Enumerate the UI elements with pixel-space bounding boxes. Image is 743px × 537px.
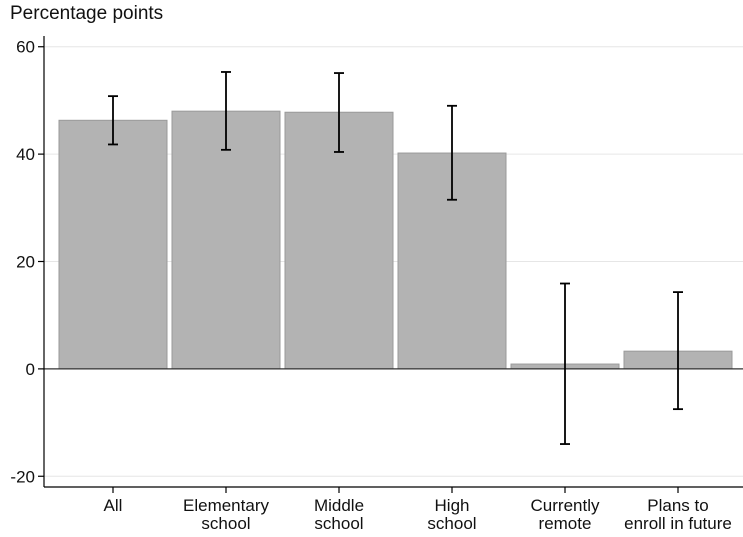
x-tick-label-line: school bbox=[314, 514, 363, 533]
bar bbox=[58, 119, 168, 370]
x-tick-label: Elementary school bbox=[183, 496, 269, 533]
y-tick-label: 0 bbox=[26, 360, 35, 379]
y-tick-label: 20 bbox=[16, 253, 35, 272]
x-tick-label: All bbox=[104, 496, 123, 515]
x-tick-label-line: school bbox=[427, 514, 476, 533]
x-tick-label: Currently remote bbox=[531, 496, 600, 533]
bar bbox=[171, 110, 281, 370]
x-tick-label-line: Middle bbox=[314, 496, 364, 515]
error-bars bbox=[108, 71, 683, 445]
bars bbox=[58, 110, 733, 370]
y-tick-label: -20 bbox=[10, 467, 35, 486]
y-tick-label: 40 bbox=[16, 145, 35, 164]
x-tick-label-line: All bbox=[104, 496, 123, 515]
x-tick-label-line: school bbox=[201, 514, 250, 533]
x-tick-label-line: enroll in future bbox=[624, 514, 732, 533]
y-tick-label: 60 bbox=[16, 38, 35, 57]
x-tick-label-line: Plans to bbox=[647, 496, 708, 515]
x-tick-label: High school bbox=[427, 496, 476, 533]
x-tick-label-line: Elementary bbox=[183, 496, 269, 515]
x-tick-label: Plans to enroll in future bbox=[624, 496, 732, 533]
x-tick-label: Middle school bbox=[314, 496, 364, 533]
x-tick-label-line: remote bbox=[539, 514, 592, 533]
y-axis-title: Percentage points bbox=[10, 3, 164, 24]
x-tick-label-line: Currently bbox=[531, 496, 600, 515]
x-tick-label-line: High bbox=[435, 496, 470, 515]
